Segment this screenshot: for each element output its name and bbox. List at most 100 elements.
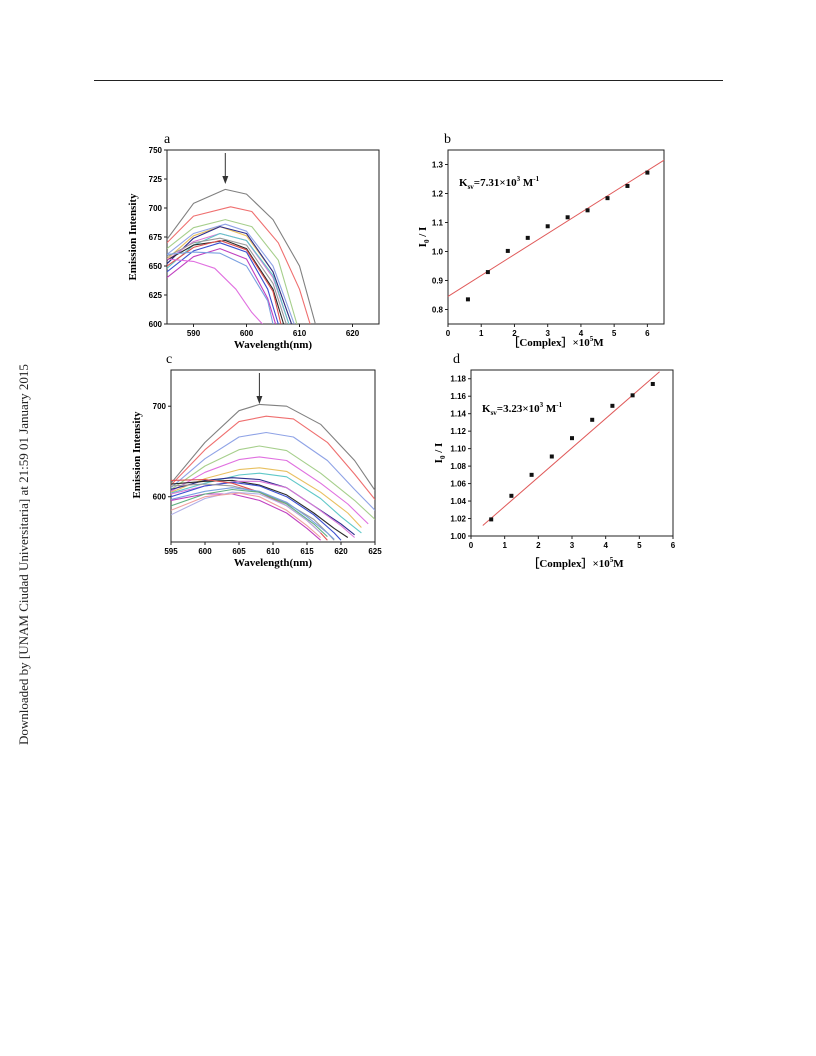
y-tick-label-b-2: 1.0 [432,248,444,257]
y-tick-label-a-3: 675 [149,233,163,242]
x-axis-label-b: ［Complex］×105M [508,335,604,349]
x-tick-label-b-2: 2 [512,329,517,338]
series-line-c-16 [171,491,321,534]
series-line-a-1 [167,206,311,324]
data-point-b-8 [625,183,630,188]
series-line-c-10 [171,481,342,541]
arrow-head-c [256,396,263,404]
data-point-b-5 [565,215,570,220]
data-point-b-9 [645,170,650,175]
y-tick-label-d-2: 1.04 [450,497,466,506]
x-tick-label-a-0: 590 [187,329,201,338]
x-tick-label-d-2: 2 [536,541,541,550]
data-point-b-7 [605,196,610,201]
data-point-d-0 [489,517,494,522]
series-line-a-14 [167,258,263,324]
series-line-a-13 [167,251,274,324]
data-point-d-2 [529,472,534,477]
series-line-c-1 [171,415,375,500]
data-point-d-8 [650,381,655,386]
x-axis-label-a: Wavelength(nm) [234,339,313,351]
panel-label-a: a [164,132,171,147]
y-tick-label-b-3: 1.1 [432,219,444,228]
x-tick-label-d-0: 0 [469,541,474,550]
fit-line-b [447,159,665,297]
panel-label-d: d [453,352,460,367]
download-notice: Downloaded by [UNAM Ciudad Universitaria… [16,364,31,746]
data-point-d-1 [509,493,514,498]
series-group-c [171,403,375,541]
y-tick-label-b-4: 1.2 [432,190,444,199]
y-tick-label-a-1: 625 [149,291,163,300]
x-tick-label-b-5: 5 [612,329,617,338]
chart-c: c 595 600 605 610 615 620 625 600 700 Wavelength… [131,352,383,569]
x-tick-label-a-1: 600 [240,329,254,338]
panel-label-c: c [166,352,172,367]
ksv-annotation-b: Ksv=7.31×103 M-1 [459,175,540,191]
series-line-c-2 [171,431,375,511]
data-point-d-4 [570,436,574,441]
x-tick-label-d-6: 6 [671,541,676,550]
fit-line-b [447,159,665,297]
x-tick-label-d-5: 5 [637,541,642,550]
ticks-a: 590 600 610 620 600 625 650 675 700 725 750 [149,146,360,338]
y-tick-label-d-7: 1.14 [450,410,466,419]
series-line-c-3 [171,445,375,520]
x-tick-label-a-2: 610 [293,329,307,338]
ticks-b: 0 1 2 3 4 5 6 0.8 0.9 1.0 1.1 1.2 1.3 [432,161,650,339]
series-line-a-8 [167,237,287,324]
ticks-c: 595 600 605 610 615 620 625 600 700 [153,402,383,556]
series-line-c-5 [171,467,362,528]
panel-label-b: b [444,132,451,147]
y-tick-label-a-2: 650 [149,262,163,271]
arrow-a [222,153,229,184]
ticks-d: 0 1 2 3 4 5 6 1.00 1.02 1.04 1.06 1.08 1.10 1.12 1.14 1… [450,375,675,550]
series-line-c-13 [171,487,335,540]
data-point-b-4 [545,224,550,229]
series-line-a-10 [167,239,282,324]
fit-line-d [482,371,660,526]
y-tick-label-a-6: 750 [149,146,163,155]
x-tick-label-a-3: 620 [346,329,360,338]
y-tick-label-d-3: 1.06 [450,480,466,489]
series-line-a-7 [167,232,290,324]
series-line-a-9 [167,239,285,324]
y-tick-label-d-0: 1.00 [450,532,466,541]
plot-frame-b [447,149,665,325]
y-tick-label-a-0: 600 [149,320,163,329]
header-rule [94,80,723,81]
data-point-b-0 [465,297,470,302]
series-line-c-4 [171,456,369,525]
x-tick-label-c-3: 610 [266,547,280,556]
data-point-b-6 [585,208,590,213]
y-tick-label-a-5: 725 [149,175,163,184]
y-tick-label-d-5: 1.10 [450,445,466,454]
ksv-annotation-d: Ksv=3.23×103 M-1 [482,401,563,417]
x-tick-label-c-2: 605 [232,547,246,556]
y-axis-label-a: Emission Intensity [127,193,139,281]
series-line-a-5 [167,226,293,324]
y-tick-label-b-5: 1.3 [432,161,444,170]
series-line-c-8 [171,479,349,538]
y-tick-label-a-4: 700 [149,204,163,213]
x-tick-label-c-4: 615 [300,547,314,556]
series-line-c-15 [171,488,328,538]
points-group-d [489,381,655,522]
series-line-a-12 [167,248,277,324]
x-tick-label-b-3: 3 [545,329,550,338]
data-point-b-3 [525,235,530,240]
y-tick-label-d-6: 1.12 [450,427,466,436]
x-tick-label-c-1: 600 [198,547,212,556]
chart-a: a 590 600 610 620 600 625 650 675 700 725 750 Wave… [127,132,380,351]
y-tick-label-d-9: 1.18 [450,375,466,384]
arrow-c [256,373,263,404]
x-tick-label-b-4: 4 [579,329,584,338]
data-point-d-6 [610,403,615,408]
series-line-c-9 [171,480,355,538]
y-axis-label-b: I0 / I [417,227,431,248]
y-tick-label-d-4: 1.08 [450,462,466,471]
series-line-c-6 [171,472,362,534]
data-point-b-1 [485,270,490,275]
arrow-head-a [222,176,229,184]
y-tick-label-c-1: 700 [153,402,167,411]
